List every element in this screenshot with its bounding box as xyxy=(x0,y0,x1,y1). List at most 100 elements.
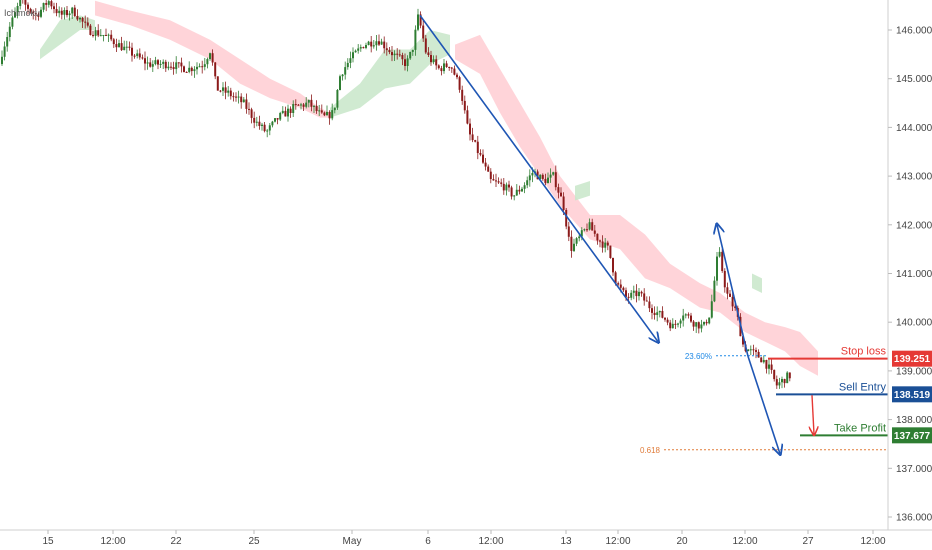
candle-body xyxy=(209,53,211,60)
candle-body xyxy=(476,141,479,154)
candle-body xyxy=(591,222,594,231)
candle-body xyxy=(450,67,453,69)
candle-body xyxy=(705,321,708,324)
candle-body xyxy=(495,180,497,182)
candle-body xyxy=(435,59,438,66)
candle-body xyxy=(664,317,666,320)
candle-body xyxy=(521,188,523,192)
candle-body xyxy=(718,251,721,257)
cloud-bear-1 xyxy=(95,0,270,99)
price-badge-1 xyxy=(892,386,932,403)
candle-body xyxy=(146,62,149,64)
x-tick-label-8: 12:00 xyxy=(605,536,630,547)
candle-body xyxy=(86,22,89,26)
candle-body xyxy=(375,41,378,46)
candle-body xyxy=(690,315,692,322)
indicator-label: Ichimoku xyxy=(4,8,41,18)
candle-body xyxy=(258,121,261,126)
candle-body xyxy=(214,62,217,77)
candle-body xyxy=(580,230,583,237)
candle-body xyxy=(773,369,776,380)
candle-body xyxy=(419,14,422,26)
candle-body xyxy=(71,7,74,14)
level-label-0: Stop loss xyxy=(841,346,887,358)
candle-body xyxy=(770,364,773,370)
candle-body xyxy=(588,222,591,230)
candle-body xyxy=(547,177,549,184)
candle-body xyxy=(391,52,393,56)
candle-body xyxy=(42,3,45,10)
candle-body xyxy=(398,54,401,56)
candle-body xyxy=(45,3,48,5)
candle-body xyxy=(362,47,365,49)
candle-body xyxy=(63,10,66,15)
candle-body xyxy=(786,372,789,384)
candle-body xyxy=(461,89,464,101)
candle-body xyxy=(560,192,562,197)
candle-body xyxy=(167,66,170,69)
candle-body xyxy=(669,322,672,329)
candle-body xyxy=(653,312,656,316)
candle-body xyxy=(157,60,159,65)
candle-body xyxy=(554,172,557,188)
candle-body xyxy=(97,30,100,36)
candle-body xyxy=(268,125,271,131)
candle-body xyxy=(609,245,612,258)
cloud-bear-4 xyxy=(455,34,818,376)
candle-body xyxy=(159,63,162,65)
candle-body xyxy=(16,5,19,13)
y-tick-label-1: 145.000 xyxy=(896,74,932,85)
candle-body xyxy=(567,226,570,237)
candle-body xyxy=(289,108,292,113)
x-tick-label-9: 20 xyxy=(676,536,688,547)
candle-body xyxy=(729,293,731,297)
candle-body xyxy=(365,45,367,48)
candle-body xyxy=(261,124,263,126)
x-tick-label-4: May xyxy=(343,536,362,547)
candle-body xyxy=(34,13,37,15)
x-tick-label-12: 12:00 xyxy=(860,536,885,547)
candle-body xyxy=(19,0,22,6)
candle-body xyxy=(440,68,443,72)
candle-body xyxy=(235,96,237,98)
cloud-bear-2 xyxy=(270,78,330,118)
candle-body xyxy=(513,195,516,197)
candle-body xyxy=(760,357,763,363)
candle-body xyxy=(599,240,601,242)
plot-area xyxy=(0,0,888,530)
candle-body xyxy=(138,53,141,58)
candle-body xyxy=(788,372,791,379)
candle-body xyxy=(601,241,604,248)
candle-body xyxy=(422,25,425,39)
price-badge-0 xyxy=(892,350,932,367)
candle-body xyxy=(679,320,682,324)
y-tick-label-3: 143.000 xyxy=(896,172,932,183)
candle-body xyxy=(354,50,357,53)
candle-body xyxy=(458,77,461,90)
candle-body xyxy=(211,53,214,63)
candle-body xyxy=(175,62,178,70)
candle-body xyxy=(497,181,500,183)
candle-body xyxy=(648,301,651,309)
candle-body xyxy=(118,43,120,48)
candle-body xyxy=(3,46,6,57)
candle-body xyxy=(76,16,79,20)
candle-body xyxy=(424,38,427,53)
y-tick-label-6: 140.000 xyxy=(896,318,932,329)
candle-body xyxy=(183,66,185,72)
candle-body xyxy=(73,7,76,17)
candle-body xyxy=(58,10,61,14)
candle-body xyxy=(172,67,175,70)
candle-body xyxy=(752,349,755,351)
candle-body xyxy=(632,290,635,293)
candle-body xyxy=(749,349,752,351)
candle-body xyxy=(570,236,573,251)
candle-body xyxy=(401,55,404,60)
candle-body xyxy=(443,63,445,72)
candle-body xyxy=(320,110,323,113)
candle-body xyxy=(765,359,768,369)
candle-body xyxy=(500,182,503,184)
candle-body xyxy=(89,25,92,35)
candle-body xyxy=(203,64,206,67)
